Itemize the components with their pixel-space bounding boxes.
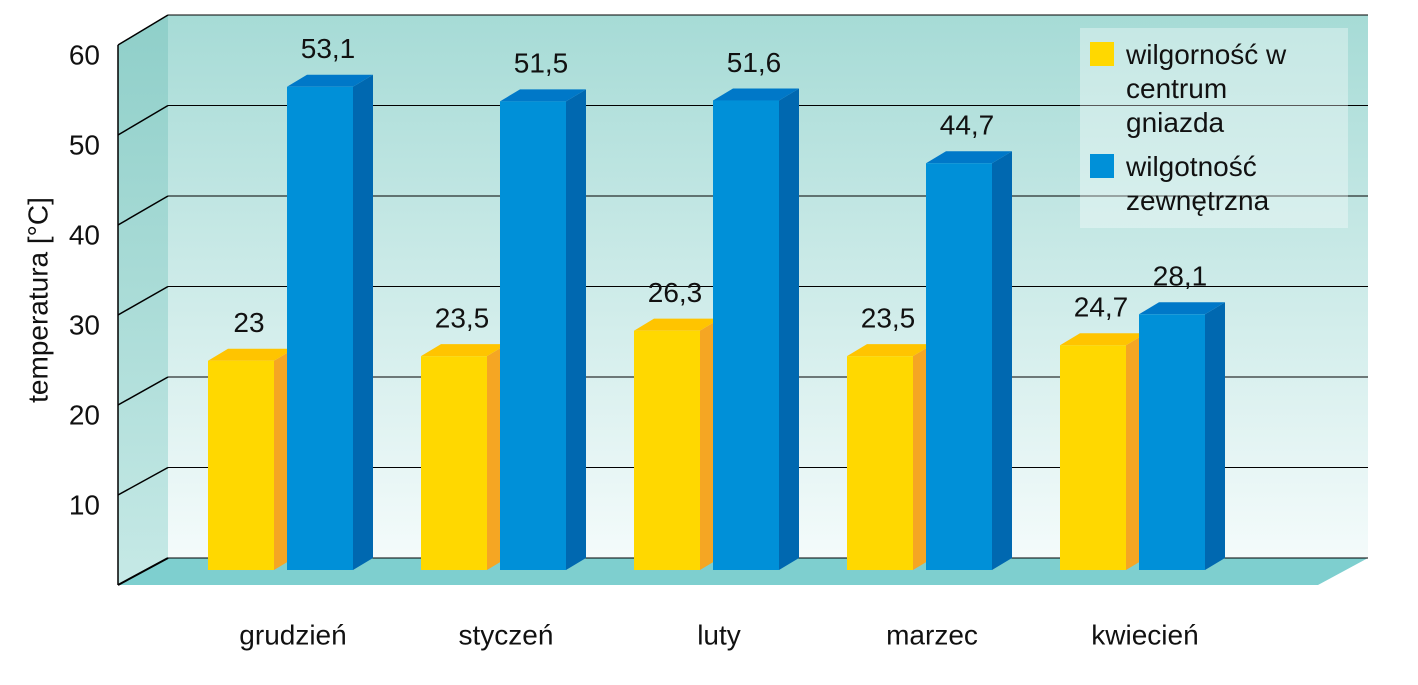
bar-side	[1205, 302, 1225, 570]
bar	[1060, 345, 1126, 570]
bar-side	[566, 89, 586, 570]
value-label: 23	[233, 307, 264, 338]
value-label: 24,7	[1074, 292, 1129, 323]
grid-line	[117, 14, 169, 46]
bar	[926, 163, 992, 571]
value-label: 23,5	[861, 303, 916, 334]
value-label: 23,5	[435, 303, 490, 334]
bar	[634, 330, 700, 570]
legend-entry: wilgorność w centrum gniazda	[1090, 38, 1348, 140]
bar	[1139, 314, 1205, 570]
floor-edge	[117, 557, 169, 586]
bar-top	[634, 318, 720, 331]
bar-side	[779, 88, 799, 570]
grid-line	[117, 466, 169, 496]
legend-label: wilgotność zewnętrzna	[1126, 151, 1270, 216]
y-tick-label: 10	[69, 489, 100, 520]
y-tick-label: 60	[69, 39, 100, 70]
bar	[500, 101, 566, 570]
bar-top	[1060, 333, 1146, 346]
value-label: 51,6	[727, 47, 782, 78]
bar-side	[353, 74, 373, 570]
legend-label: wilgorność w centrum gniazda	[1126, 39, 1287, 138]
value-label: 28,1	[1153, 261, 1208, 292]
bar	[713, 100, 779, 570]
x-tick-label: styczeń	[459, 619, 554, 650]
bar-top	[847, 344, 933, 357]
bar-top	[926, 151, 1012, 164]
y-tick-label: 20	[69, 399, 100, 430]
value-label: 53,1	[301, 33, 356, 64]
y-axis-title: temperatura [°C]	[22, 197, 53, 403]
bar-top	[713, 88, 799, 101]
bar-top	[287, 74, 373, 87]
legend-swatch	[1090, 154, 1114, 178]
value-label: 44,7	[940, 110, 995, 141]
grid-line	[117, 285, 169, 316]
grid-line	[117, 104, 169, 136]
bar	[421, 356, 487, 570]
y-tick-label: 50	[69, 129, 100, 160]
y-tick-label: 30	[69, 309, 100, 340]
x-tick-label: kwiecień	[1091, 619, 1198, 650]
x-tick-label: grudzień	[239, 619, 346, 650]
bar-top	[421, 344, 507, 357]
value-label: 26,3	[648, 277, 703, 308]
bar	[847, 356, 913, 570]
grid-line	[117, 376, 169, 406]
bar-top	[500, 89, 586, 102]
bar-top	[1139, 302, 1225, 315]
grid-line	[117, 195, 169, 226]
bar	[287, 86, 353, 570]
legend-entry: wilgotność zewnętrzna	[1090, 150, 1348, 218]
legend: wilgorność w centrum gniazda wilgotność z…	[1080, 28, 1348, 228]
value-label: 51,5	[514, 48, 569, 79]
bar	[208, 360, 274, 570]
legend-swatch	[1090, 42, 1114, 66]
y-tick-label: 40	[69, 219, 100, 250]
bar-top	[208, 348, 294, 361]
x-tick-label: marzec	[886, 619, 978, 650]
bar-side	[992, 151, 1012, 571]
x-tick-label: luty	[697, 619, 741, 650]
